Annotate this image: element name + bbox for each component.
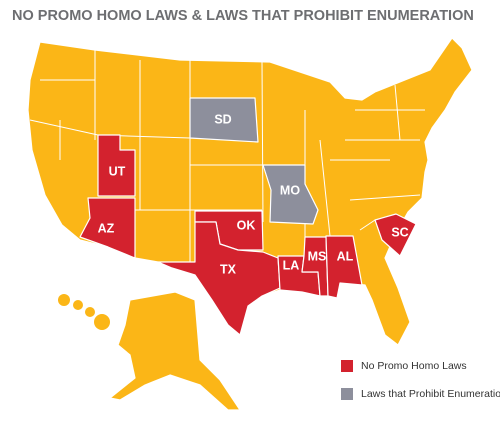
legend: No Promo Homo Laws Laws that Prohibit Enu… [341, 360, 500, 400]
state-border [394, 84, 401, 141]
state-border [319, 139, 331, 237]
state-border [359, 219, 376, 231]
state [374, 213, 417, 257]
state-label: LA [283, 258, 300, 272]
state-label: AL [337, 249, 354, 263]
state-label: OK [237, 218, 256, 232]
state-border [349, 194, 421, 201]
state-label: AZ [98, 221, 115, 235]
state-label: SC [391, 225, 408, 239]
hawaii-island [58, 294, 70, 306]
state-label: MS [308, 249, 327, 263]
base-states [27, 37, 473, 411]
state [97, 134, 136, 197]
hawaii-island [73, 300, 83, 310]
hawaii-island [94, 314, 110, 330]
state [262, 164, 319, 225]
state [325, 235, 363, 299]
legend-label: No Promo Homo Laws [361, 360, 467, 372]
state-label: MO [280, 183, 300, 197]
hawaii-island [85, 307, 95, 317]
state-border [261, 61, 264, 223]
legend-swatch [341, 360, 353, 372]
legend-swatch [341, 388, 353, 400]
map-title: NO PROMO HOMO LAWS & LAWS THAT PROHIBIT … [12, 8, 474, 24]
state [157, 221, 281, 336]
us-lower-48 [27, 37, 473, 346]
highlighted-states: UT AZ OK TX LA MS AL SC SD MO [79, 97, 417, 336]
state-label: UT [109, 164, 126, 178]
state-label: TX [220, 262, 237, 276]
legend-label: Laws that Prohibit Enumeration [361, 388, 500, 400]
state [189, 97, 259, 143]
alaska [109, 291, 241, 411]
state-border [29, 119, 99, 136]
state-label: SD [214, 112, 231, 126]
state [79, 197, 136, 259]
